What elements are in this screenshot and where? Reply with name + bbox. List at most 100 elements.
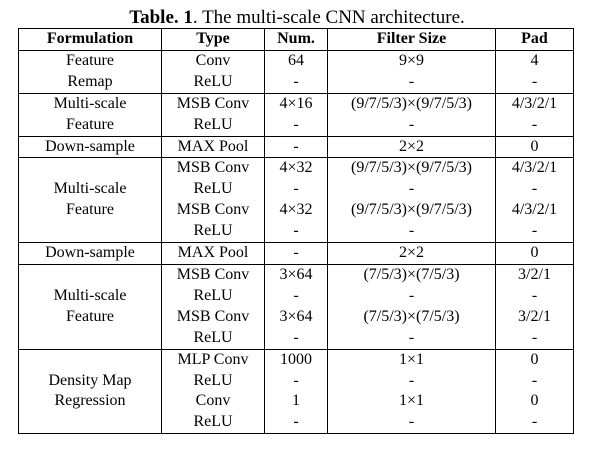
formulation-line: Feature (66, 201, 114, 219)
type-cell: MAX Pool (161, 242, 265, 265)
formulation-cell: Feature Remap (19, 50, 162, 93)
formulation-line: Down-sample (45, 244, 135, 262)
header-type: Type (161, 28, 265, 51)
filter-size-cell: (9/7/5/3)×(9/7/5/3) (327, 92, 496, 115)
pad-cell: 4/3/2/1 (495, 157, 574, 180)
pad-cell: 0 (495, 242, 574, 265)
num-cell: 3×64 (264, 306, 328, 328)
pad-cell: - (495, 221, 574, 243)
table-row: MSB Conv 4×32 (9/7/5/3)×(9/7/5/3) 4/3/2/1 (19, 200, 574, 222)
formulation-cell: Multi-scale Feature (18, 263, 162, 350)
table-row: Density Map Regression MLP Conv 1000 1×1 0 (18, 348, 574, 434)
table-row: Conv 1 1×1 0 (19, 391, 574, 413)
num-cell: - (264, 370, 328, 392)
caption-text: . The multi-scale CNN architecture. (192, 7, 465, 28)
num-cell: - (264, 242, 328, 265)
num-cell: - (264, 327, 328, 350)
table-header: Formulation Type Num. Filter Size Pad (18, 28, 574, 51)
pad-cell: 0 (495, 135, 574, 158)
filter-size-cell: 1×1 (327, 348, 496, 371)
type-cell: MLP Conv (161, 348, 265, 371)
formulation-line: Density Map (48, 371, 132, 389)
filter-size-cell: (9/7/5/3)×(9/7/5/3) (327, 200, 496, 222)
formulation-cell: Down-sample (18, 135, 162, 158)
type-cell: MSB Conv (161, 200, 265, 222)
num-cell: 4×16 (264, 92, 328, 115)
formulation-line: Multi-scale (53, 94, 127, 112)
table-row: ReLU - - - (19, 114, 574, 137)
formulation-line: Feature (66, 115, 114, 133)
pad-cell: 4/3/2/1 (495, 200, 574, 222)
num-cell: 1 (264, 391, 328, 413)
filter-size-cell: - (327, 327, 496, 350)
table-caption: Table. 1. The multi-scale CNN architectu… (0, 7, 594, 29)
filter-size-cell: 2×2 (327, 242, 496, 265)
table-row: ReLU - - - (19, 285, 574, 307)
type-cell: ReLU (161, 285, 265, 307)
header-pad: Pad (495, 28, 574, 51)
caption-label: Table. 1 (129, 7, 193, 28)
table-row: ReLU - - - (19, 412, 574, 434)
pad-cell: 3/2/1 (495, 263, 574, 286)
header-formulation: Formulation (18, 28, 162, 51)
pad-cell: - (495, 327, 574, 350)
formulation-line: Remap (67, 72, 113, 90)
filter-size-cell: - (327, 285, 496, 307)
table-row: Multi-scale Feature MSB Conv 4×16 (9/7/5/3)×… (18, 92, 574, 137)
filter-size-cell: - (327, 221, 496, 243)
header-filter-size: Filter Size (327, 28, 496, 51)
table-row: ReLU - - - (19, 370, 574, 392)
pad-cell: - (495, 412, 574, 434)
num-cell: - (264, 114, 328, 137)
filter-size-cell: (7/5/3)×(7/5/3) (327, 263, 496, 286)
formulation-cell: Density Map Regression (18, 348, 162, 434)
num-cell: 64 (264, 50, 328, 72)
table-row: ReLU - - - (19, 221, 574, 243)
formulation-line: Down-sample (45, 137, 135, 155)
type-cell: Conv (161, 50, 265, 72)
table-body: Feature Remap Conv 64 9×9 4 ReLU - - - Multi-scale… (18, 50, 574, 434)
pad-cell: - (495, 285, 574, 307)
formulation-cell: Multi-scale Feature (18, 157, 162, 243)
table-row: Feature Remap Conv 64 9×9 4 (19, 50, 574, 90)
num-cell: - (264, 71, 328, 94)
filter-size-cell: (9/7/5/3)×(9/7/5/3) (327, 157, 496, 180)
table-row: ReLU - - - (19, 327, 574, 350)
num-cell: 1000 (264, 348, 328, 371)
pad-cell: 3/2/1 (495, 306, 574, 328)
filter-size-cell: - (327, 179, 496, 201)
table-row: ReLU - - - (19, 71, 574, 94)
table-row: MSB Conv 3×64 (7/5/3)×(7/5/3) 3/2/1 (19, 306, 574, 328)
pad-cell: - (495, 370, 574, 392)
filter-size-cell: (7/5/3)×(7/5/3) (327, 306, 496, 328)
formulation-line: Feature (66, 307, 114, 325)
type-cell: Conv (161, 391, 265, 413)
filter-size-cell: 9×9 (327, 50, 496, 72)
table-row: Down-sample MAX Pool -2×2 0 (18, 135, 574, 158)
header-row: Formulation Type Num. Filter Size Pad (18, 28, 574, 51)
pad-cell: - (495, 71, 574, 94)
formulation-cell: Multi-scale Feature (18, 92, 162, 137)
formulation-line: Feature (66, 51, 114, 69)
type-cell: MSB Conv (161, 92, 265, 115)
num-cell: - (264, 135, 328, 158)
pad-cell: - (495, 179, 574, 201)
type-cell: MSB Conv (161, 306, 265, 328)
pad-cell: 0 (495, 348, 574, 371)
type-cell: ReLU (161, 179, 265, 201)
num-cell: - (264, 285, 328, 307)
filter-size-cell: - (327, 370, 496, 392)
formulation-line: Regression (54, 392, 126, 410)
header-num: Num. (264, 28, 328, 51)
filter-size-cell: 1×1 (327, 391, 496, 413)
type-cell: ReLU (161, 370, 265, 392)
type-cell: ReLU (161, 114, 265, 137)
num-cell: - (264, 412, 328, 434)
filter-size-cell: 2×2 (327, 135, 496, 158)
type-cell: ReLU (161, 412, 265, 434)
type-cell: MSB Conv (161, 263, 265, 286)
type-cell: ReLU (161, 221, 265, 243)
num-cell: - (264, 221, 328, 243)
architecture-table: Formulation Type Num. Filter Size Pad Fe… (18, 28, 574, 435)
formulation-line: Multi-scale (53, 286, 127, 304)
